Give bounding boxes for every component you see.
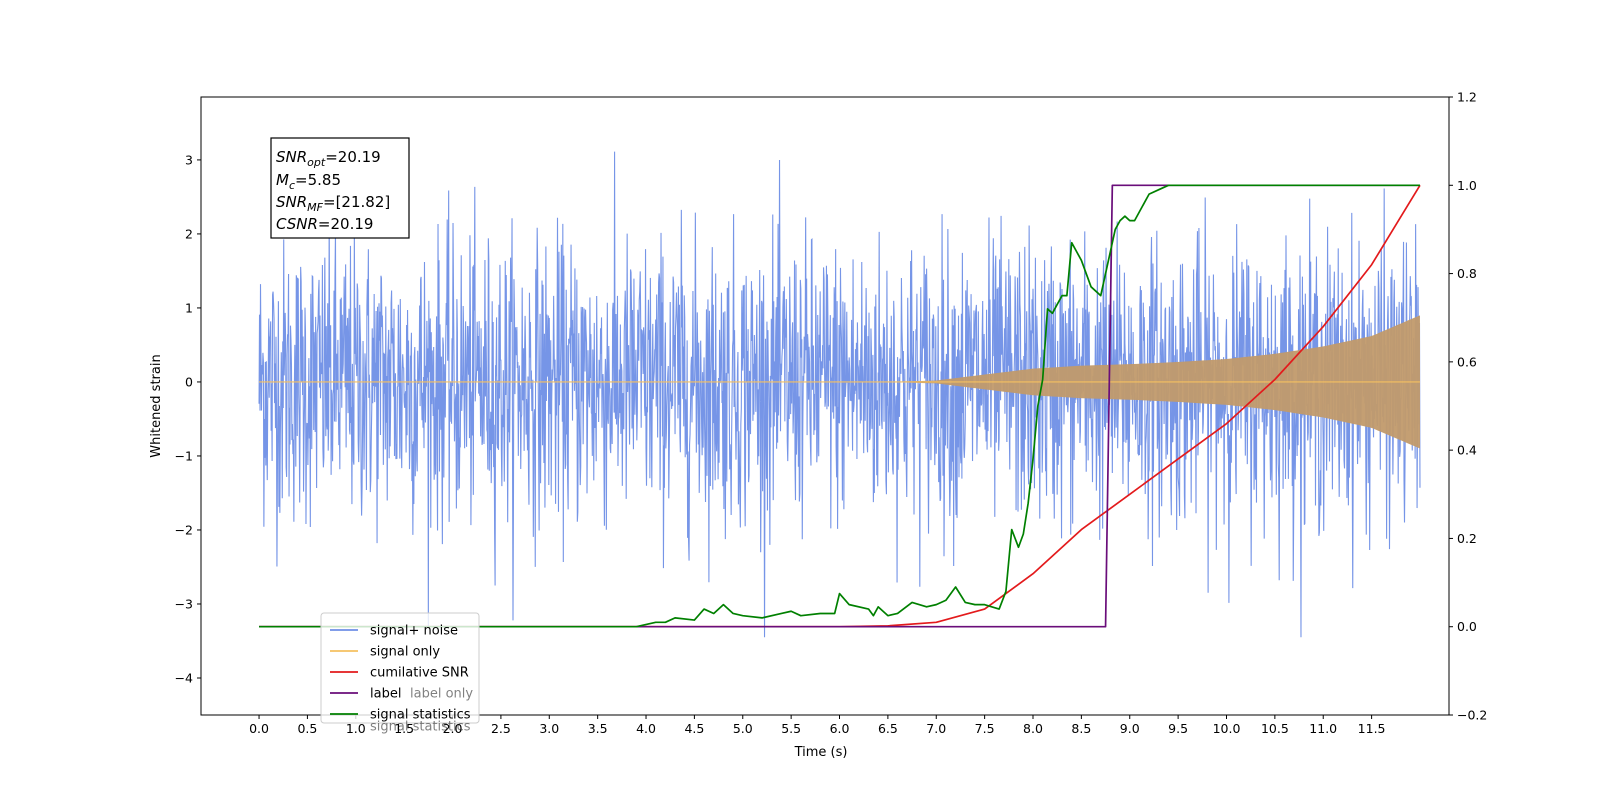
- y-axis-ticks: 3 2 1 0 −1 −2 −3 −4: [175, 152, 201, 685]
- y2-tick-label: 0.6: [1457, 354, 1477, 369]
- x-tick-label: 11.5: [1358, 721, 1386, 736]
- infobox-mc-value: =5.85: [295, 171, 341, 189]
- x-tick-label: 3.5: [588, 721, 608, 736]
- x-tick-label: 8.5: [1071, 721, 1091, 736]
- x-tick-label: 4.0: [636, 721, 656, 736]
- y-axis-label: Whitened strain: [149, 354, 164, 457]
- y-tick-label: 3: [185, 152, 193, 167]
- infobox-mc-subscript: c: [289, 179, 295, 192]
- series-cumilative-snr-line: [259, 184, 1421, 628]
- y2-axis-ticks: 1.2 1.0 0.8 0.6 0.4 0.2 0.0 −0.2: [1449, 90, 1487, 723]
- y2-tick-label: 0.0: [1457, 619, 1477, 634]
- legend-label: label: [370, 687, 401, 702]
- plot-data-layer: [258, 151, 1421, 638]
- legend-ghost-label: signal statistics: [370, 720, 471, 735]
- infobox-line-snr-mf: SNRMF=[21.82]: [276, 193, 390, 214]
- x-tick-label: 2.5: [491, 721, 511, 736]
- x-tick-label: 7.0: [926, 721, 946, 736]
- x-tick-label: 3.0: [539, 721, 559, 736]
- y-tick-label: −3: [175, 596, 193, 611]
- y2-tick-label: 0.4: [1457, 443, 1477, 458]
- legend: signal+ noise signal only cumilative SNR la…: [320, 612, 480, 735]
- legend-ghost-label: label only: [410, 687, 473, 702]
- y2-tick-label: 0.8: [1457, 266, 1477, 281]
- y2-tick-label: 0.2: [1457, 531, 1477, 546]
- infobox-line-csnr: CSNR=20.19: [276, 215, 373, 233]
- stats-infobox: SNRopt=20.19 Mc=5.85 SNRMF=[21.82] CSNR=…: [270, 137, 410, 239]
- infobox-snr-opt-subscript: opt: [307, 156, 326, 169]
- y-tick-label: 2: [185, 226, 193, 241]
- infobox-mc-symbol: M: [276, 171, 289, 189]
- x-tick-label: 6.5: [878, 721, 898, 736]
- legend-label: signal only: [370, 645, 440, 660]
- plot-frame: [200, 96, 1450, 716]
- infobox-snr-opt-symbol: SNR: [276, 148, 307, 166]
- infobox-line-snr-opt: SNRopt=20.19: [276, 148, 381, 169]
- x-tick-label: 0.5: [297, 721, 317, 736]
- x-tick-label: 10.5: [1261, 721, 1289, 736]
- x-tick-label: 10.0: [1213, 721, 1241, 736]
- x-tick-label: 1.0: [346, 721, 366, 736]
- y2-tick-label: 1.2: [1457, 90, 1477, 105]
- infobox-snr-mf-value: =[21.82]: [323, 193, 390, 211]
- series-signal-statistics-line: [259, 184, 1420, 628]
- infobox-frame: [270, 137, 410, 239]
- y2-tick-label: 1.0: [1457, 178, 1477, 193]
- y-tick-label: −1: [175, 448, 193, 463]
- x-tick-label: 9.0: [1120, 721, 1140, 736]
- x-tick-label: 5.0: [733, 721, 753, 736]
- x-tick-label: 9.5: [1168, 721, 1188, 736]
- legend-label: signal statistics: [370, 708, 471, 723]
- x-tick-label: 6.0: [830, 721, 850, 736]
- x-tick-label: 7.5: [975, 721, 995, 736]
- x-tick-label: 2.0: [443, 721, 463, 736]
- infobox-snr-opt-value: =20.19: [325, 148, 381, 166]
- legend-label: cumilative SNR: [370, 666, 469, 681]
- y-tick-label: −4: [175, 670, 193, 685]
- x-axis-ticks: 0.0 0.5 1.0 1.5 2.0 2.5 3.0 3.5 4.0 4.5 5.0 5.5 6.0 6…: [249, 715, 1386, 736]
- x-tick-label: 4.5: [684, 721, 704, 736]
- x-axis-label: Time (s): [794, 745, 848, 760]
- x-tick-label: 11.0: [1309, 721, 1337, 736]
- x-tick-label: 0.0: [249, 721, 269, 736]
- series-signal-noise-line: [258, 151, 1421, 638]
- x-tick-label: 5.5: [781, 721, 801, 736]
- infobox-csnr-value: =20.19: [318, 215, 374, 233]
- infobox-snr-mf-symbol: SNR: [276, 193, 307, 211]
- y2-tick-label: −0.2: [1457, 708, 1487, 723]
- infobox-csnr-symbol: CSNR: [276, 215, 318, 233]
- y-tick-label: −2: [175, 522, 193, 537]
- infobox-line-mc: Mc=5.85: [276, 171, 341, 192]
- x-tick-label: 1.5: [394, 721, 414, 736]
- legend-frame: [320, 612, 480, 724]
- x-tick-label: 8.0: [1023, 721, 1043, 736]
- y-tick-label: 0: [185, 374, 193, 389]
- y-tick-label: 1: [185, 300, 193, 315]
- infobox-snr-mf-subscript: MF: [307, 201, 323, 214]
- legend-label: signal+ noise: [370, 624, 458, 639]
